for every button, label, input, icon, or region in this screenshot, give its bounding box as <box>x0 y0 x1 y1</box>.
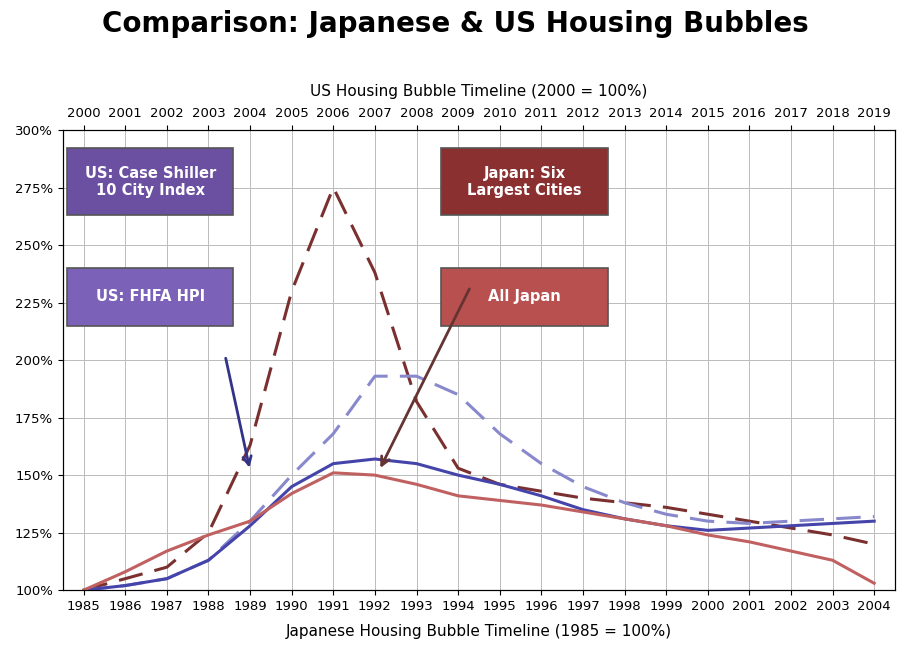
FancyBboxPatch shape <box>67 148 234 215</box>
FancyBboxPatch shape <box>67 268 234 326</box>
Text: Japan: Six
Largest Cities: Japan: Six Largest Cities <box>468 165 582 198</box>
Text: Comparison: Japanese & US Housing Bubbles: Comparison: Japanese & US Housing Bubble… <box>102 10 808 38</box>
Text: All Japan: All Japan <box>489 289 561 304</box>
Text: US: Case Shiller
10 City Index: US: Case Shiller 10 City Index <box>85 165 216 198</box>
FancyBboxPatch shape <box>441 268 608 326</box>
X-axis label: US Housing Bubble Timeline (2000 = 100%): US Housing Bubble Timeline (2000 = 100%) <box>310 84 648 99</box>
Text: US: FHFA HPI: US: FHFA HPI <box>96 289 205 304</box>
X-axis label: Japanese Housing Bubble Timeline (1985 = 100%): Japanese Housing Bubble Timeline (1985 =… <box>286 624 672 639</box>
FancyBboxPatch shape <box>441 148 608 215</box>
